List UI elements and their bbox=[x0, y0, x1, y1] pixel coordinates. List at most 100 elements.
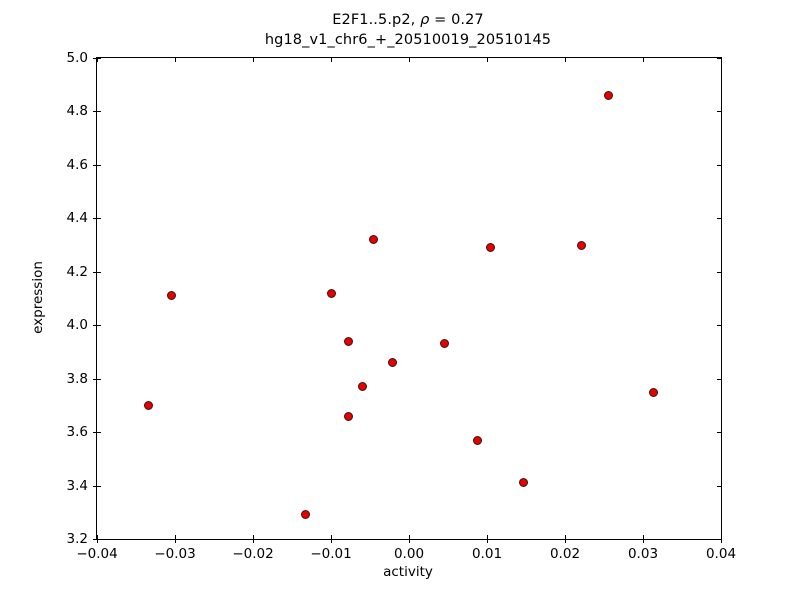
x-axis-label: activity bbox=[383, 564, 433, 580]
scatter-point bbox=[473, 435, 483, 445]
y-axis-tick bbox=[93, 485, 97, 487]
scatter-point bbox=[344, 411, 354, 421]
scatter-point bbox=[519, 478, 529, 488]
x-axis-tick-label: 0.04 bbox=[705, 546, 737, 562]
x-axis-tick-inner bbox=[97, 535, 98, 539]
x-axis-tick-inner bbox=[643, 535, 644, 539]
y-axis-tick bbox=[93, 432, 97, 434]
y-axis-tick-inner bbox=[97, 325, 101, 327]
x-axis-tick-inner bbox=[175, 535, 176, 539]
y-axis-tick-inner-right bbox=[717, 218, 721, 220]
x-axis-tick-inner-top bbox=[331, 58, 332, 62]
y-axis-tick bbox=[93, 378, 97, 380]
chart-title-suffix: = 0.27 bbox=[429, 12, 484, 28]
x-axis-tick-inner-top bbox=[721, 58, 722, 62]
y-axis-tick-inner-right bbox=[717, 325, 721, 327]
y-axis-tick-label: 4.4 bbox=[66, 210, 88, 227]
x-axis-tick bbox=[331, 539, 332, 543]
y-axis-tick-inner bbox=[97, 485, 101, 487]
x-axis-tick bbox=[565, 539, 566, 543]
y-axis-tick-inner bbox=[97, 539, 101, 540]
scatter-point bbox=[649, 387, 659, 397]
y-axis-tick-label: 4.6 bbox=[66, 156, 88, 173]
y-axis-tick-inner-right bbox=[717, 539, 721, 540]
y-axis-tick-label: 5.0 bbox=[66, 50, 88, 66]
x-axis-tick-inner-top bbox=[643, 58, 644, 62]
y-axis-tick bbox=[93, 325, 97, 327]
y-axis-tick-inner bbox=[97, 432, 101, 434]
y-axis-tick-inner bbox=[97, 111, 101, 113]
y-axis-tick-label: 3.8 bbox=[66, 370, 88, 387]
y-axis-tick bbox=[93, 111, 97, 113]
x-axis-tick-inner-top bbox=[565, 58, 566, 62]
scatter-point bbox=[358, 382, 368, 392]
chart-title-line-2: hg18_v1_chr6_+_20510019_20510145 bbox=[264, 32, 552, 48]
y-axis-tick-inner-right bbox=[717, 58, 721, 59]
y-axis-tick bbox=[93, 164, 97, 166]
x-axis-tick-label: 0.01 bbox=[471, 546, 503, 562]
x-axis-tick-label: −0.04 bbox=[76, 546, 118, 562]
x-axis-tick bbox=[97, 539, 98, 543]
x-axis-tick-inner-top bbox=[175, 58, 176, 62]
x-axis-tick-inner bbox=[487, 535, 488, 539]
plot-axes-frame: 3.2 3.4 3.6 3.8 4.0 4.2 4.4 4.6 4.8 5.0 −0.04 −0.03… bbox=[67, 50, 737, 562]
y-axis-tick bbox=[93, 218, 97, 220]
y-axis-tick-inner bbox=[97, 58, 101, 59]
x-axis-tick-inner bbox=[565, 535, 566, 539]
chart-title: E2F1..5.p2, ρ = 0.27 hg18_v1_chr6_+_2051… bbox=[96, 10, 720, 50]
scatter-point bbox=[300, 510, 310, 520]
y-axis-tick-label: 4.8 bbox=[66, 103, 88, 120]
x-axis-tick-inner-top bbox=[409, 58, 410, 62]
scatter-point bbox=[143, 400, 153, 410]
y-axis-tick bbox=[93, 271, 97, 273]
x-axis-tick bbox=[643, 539, 644, 543]
x-axis-tick-label: 0.00 bbox=[393, 546, 425, 562]
scatter-point bbox=[604, 90, 614, 100]
y-axis-tick-inner bbox=[97, 164, 101, 166]
y-axis-label: expression bbox=[30, 261, 46, 334]
y-axis-tick-inner-right bbox=[717, 164, 721, 166]
scatter-point bbox=[327, 288, 337, 298]
x-axis-tick bbox=[175, 539, 176, 543]
scatter-point bbox=[166, 291, 176, 301]
y-axis-tick bbox=[93, 58, 97, 59]
chart-title-prefix: E2F1..5.p2, bbox=[332, 12, 421, 28]
x-axis-tick-inner bbox=[721, 535, 722, 539]
y-axis-tick-label: 4.2 bbox=[66, 263, 88, 280]
y-axis-tick-inner-right bbox=[717, 271, 721, 273]
x-axis-tick-inner-top bbox=[253, 58, 254, 62]
y-axis-tick-label: 4.0 bbox=[66, 317, 88, 334]
y-axis-tick bbox=[93, 539, 97, 540]
plot-data-area bbox=[97, 58, 721, 539]
y-axis-tick-label: 3.6 bbox=[66, 424, 88, 441]
x-axis-tick bbox=[409, 539, 410, 543]
x-axis-tick bbox=[487, 539, 488, 543]
x-axis-tick-inner bbox=[253, 535, 254, 539]
scatter-point bbox=[576, 240, 586, 250]
x-axis-tick-inner bbox=[409, 535, 410, 539]
y-axis-tick-label: 3.4 bbox=[66, 477, 88, 494]
x-axis-tick-label: 0.02 bbox=[549, 546, 581, 562]
y-axis-tick-inner-right bbox=[717, 485, 721, 487]
scatter-point bbox=[388, 358, 398, 368]
scatter-point bbox=[344, 336, 354, 346]
chart-title-line-1: E2F1..5.p2, ρ = 0.27 bbox=[96, 10, 720, 30]
scatter-point bbox=[439, 339, 449, 349]
x-axis-tick-inner bbox=[331, 535, 332, 539]
y-axis-tick-inner-right bbox=[717, 432, 721, 434]
x-axis-tick bbox=[253, 539, 254, 543]
x-axis-tick-inner-top bbox=[97, 58, 98, 62]
y-axis-tick-inner-right bbox=[717, 111, 721, 113]
x-axis-tick-inner-top bbox=[487, 58, 488, 62]
scatter-point bbox=[485, 243, 495, 253]
rho-symbol: ρ bbox=[420, 12, 430, 28]
x-axis-tick-label: −0.01 bbox=[310, 546, 352, 562]
x-axis-tick-label: −0.03 bbox=[154, 546, 196, 562]
x-axis-tick bbox=[721, 539, 722, 543]
scatter-point bbox=[368, 235, 378, 245]
y-axis-tick-inner-right bbox=[717, 378, 721, 380]
y-axis-tick-inner bbox=[97, 218, 101, 220]
x-axis-tick-label: −0.02 bbox=[232, 546, 274, 562]
x-axis-tick-label: 0.03 bbox=[627, 546, 659, 562]
